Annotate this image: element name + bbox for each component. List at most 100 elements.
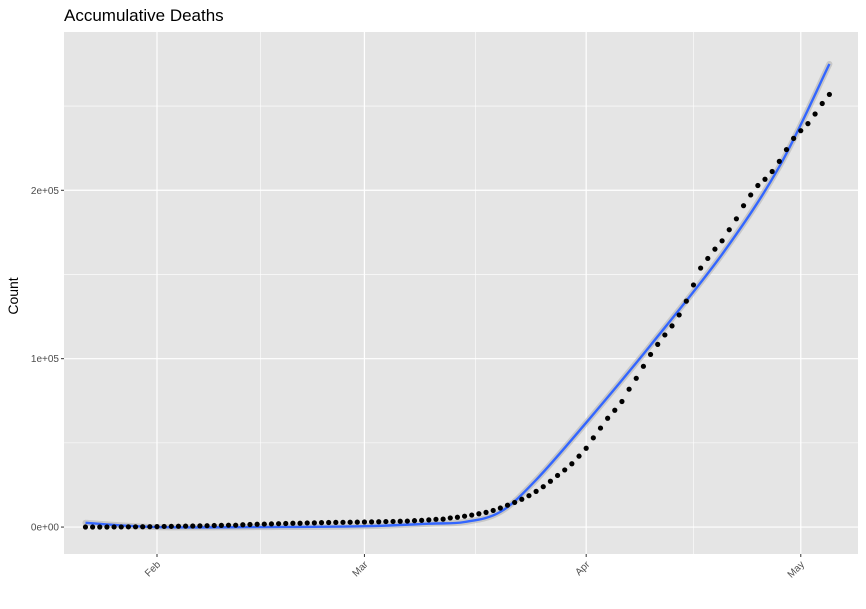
data-point bbox=[297, 520, 303, 526]
data-point bbox=[311, 520, 317, 526]
data-point bbox=[519, 496, 525, 502]
data-point bbox=[383, 518, 389, 525]
data-point bbox=[211, 522, 217, 529]
data-point bbox=[533, 488, 539, 494]
data-point bbox=[705, 255, 711, 262]
data-point bbox=[812, 111, 818, 117]
data-point bbox=[547, 478, 554, 484]
data-point bbox=[376, 519, 382, 525]
data-point bbox=[132, 524, 139, 530]
data-point bbox=[261, 521, 267, 527]
data-point bbox=[426, 517, 432, 523]
data-point bbox=[798, 128, 804, 134]
data-point bbox=[562, 467, 568, 473]
data-point bbox=[633, 375, 639, 381]
data-point bbox=[640, 363, 647, 369]
data-point bbox=[605, 415, 611, 421]
data-point bbox=[404, 518, 410, 524]
data-point bbox=[419, 517, 425, 523]
data-point bbox=[254, 521, 260, 527]
data-point bbox=[247, 521, 253, 528]
data-point bbox=[111, 524, 117, 530]
data-point bbox=[690, 282, 697, 288]
data-point bbox=[240, 522, 246, 528]
data-point bbox=[161, 523, 167, 530]
data-point bbox=[326, 519, 332, 526]
data-point bbox=[483, 509, 489, 515]
data-point bbox=[698, 265, 704, 271]
data-point bbox=[497, 505, 503, 511]
chart-title: Accumulative Deaths bbox=[64, 6, 224, 25]
data-point bbox=[275, 521, 282, 527]
data-point bbox=[183, 523, 189, 529]
data-point bbox=[190, 523, 196, 529]
data-point bbox=[304, 520, 310, 526]
data-point bbox=[168, 523, 174, 529]
data-point bbox=[805, 121, 811, 127]
data-point bbox=[461, 513, 468, 519]
data-point bbox=[554, 472, 561, 479]
data-point bbox=[504, 502, 511, 508]
data-point bbox=[619, 398, 625, 405]
data-point bbox=[748, 192, 754, 198]
data-point bbox=[712, 246, 718, 252]
data-point bbox=[612, 407, 618, 413]
data-point bbox=[433, 516, 439, 522]
data-point bbox=[626, 386, 632, 392]
data-point bbox=[218, 522, 224, 528]
data-point bbox=[340, 519, 346, 525]
data-point bbox=[776, 158, 782, 164]
data-point bbox=[154, 524, 160, 530]
data-point bbox=[140, 524, 146, 530]
data-point bbox=[740, 203, 747, 209]
data-point bbox=[440, 516, 446, 522]
data-point bbox=[390, 518, 396, 525]
data-point bbox=[333, 519, 339, 525]
data-point bbox=[783, 146, 790, 153]
data-point bbox=[347, 519, 353, 525]
data-point bbox=[476, 511, 482, 517]
data-point bbox=[454, 514, 461, 520]
data-point bbox=[647, 351, 654, 358]
x-tick-label: May bbox=[786, 559, 807, 580]
y-tick-label: 2e+05 bbox=[31, 186, 60, 197]
data-point bbox=[826, 91, 832, 98]
data-point bbox=[204, 523, 210, 529]
data-point bbox=[125, 524, 131, 530]
data-point bbox=[669, 323, 675, 329]
data-point bbox=[655, 341, 661, 347]
points-layer bbox=[82, 91, 832, 530]
data-point bbox=[97, 524, 103, 530]
data-point bbox=[318, 520, 325, 526]
data-point bbox=[361, 519, 368, 525]
data-point bbox=[104, 524, 110, 530]
data-point bbox=[368, 519, 375, 525]
data-point bbox=[590, 435, 596, 441]
data-point bbox=[540, 484, 546, 490]
data-point bbox=[118, 524, 124, 530]
data-point bbox=[576, 453, 582, 459]
y-axis-title: Count bbox=[5, 277, 21, 314]
data-point bbox=[233, 522, 239, 528]
x-tick-label: Feb bbox=[143, 559, 163, 579]
x-tick-label: Apr bbox=[574, 559, 593, 578]
data-point bbox=[469, 512, 475, 518]
data-point bbox=[411, 518, 418, 524]
data-point bbox=[683, 298, 689, 304]
data-point bbox=[662, 332, 668, 338]
data-point bbox=[354, 519, 360, 525]
data-point bbox=[755, 182, 761, 189]
data-point bbox=[268, 521, 275, 527]
data-point bbox=[819, 100, 825, 107]
data-point bbox=[719, 238, 725, 244]
data-point bbox=[676, 312, 682, 318]
data-point bbox=[526, 493, 532, 499]
data-point bbox=[225, 522, 232, 528]
data-point bbox=[147, 524, 153, 530]
data-point bbox=[512, 499, 518, 506]
data-point bbox=[397, 518, 403, 524]
data-point bbox=[733, 216, 740, 222]
data-point bbox=[490, 507, 496, 514]
data-point bbox=[283, 520, 289, 527]
